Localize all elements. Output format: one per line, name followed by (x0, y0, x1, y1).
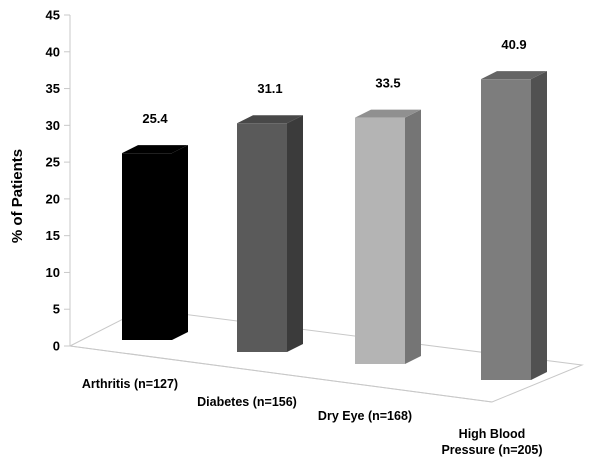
x-tick-label: Dry Eye (n=168) (318, 409, 412, 423)
x-tick-label: Diabetes (n=156) (197, 395, 297, 409)
bar-top (481, 71, 547, 80)
bar-side (172, 145, 188, 340)
y-tick-label: 45 (46, 8, 60, 23)
bar-side (405, 109, 421, 364)
data-label: 31.1 (257, 81, 282, 96)
bar-side (287, 115, 303, 353)
y-tick-label: 20 (46, 191, 60, 206)
bar-front (355, 117, 405, 364)
y-tick-label: 30 (46, 118, 60, 133)
bar-front (122, 153, 172, 340)
bars (122, 71, 547, 380)
y-tick-label: 15 (46, 228, 60, 243)
bar-front (237, 123, 287, 353)
x-axis-line (69, 345, 493, 403)
bar-top (122, 145, 188, 154)
bar (355, 109, 421, 364)
y-tick-label: 10 (46, 265, 60, 280)
bar-side (531, 71, 547, 380)
y-tick-label: 5 (53, 302, 60, 317)
y-axis-label: % of Patients (9, 149, 26, 243)
bar-top (237, 115, 303, 124)
bar (237, 115, 303, 353)
x-tick-label: High Blood Pressure (n=205) (441, 427, 542, 457)
y-tick-label: 0 (53, 339, 60, 354)
labels: 25.4 31.1 33.5 40.9 Arthritis (n=127) Diabete… (82, 37, 543, 457)
y-tick-label: 40 (46, 44, 60, 59)
bar-top (355, 109, 421, 118)
bar (122, 145, 188, 340)
chart-floor (68, 308, 584, 403)
y-axis: 0 5 10 15 20 25 30 35 40 45 (46, 8, 71, 354)
data-label: 40.9 (501, 37, 526, 52)
data-label: 33.5 (375, 76, 400, 91)
x-tick-label: Arthritis (n=127) (82, 377, 178, 391)
bar (481, 71, 547, 380)
data-label: 25.4 (142, 111, 168, 126)
y-tick-label: 25 (46, 155, 60, 170)
bar-front (481, 79, 531, 380)
y-tick-label: 35 (46, 81, 60, 96)
